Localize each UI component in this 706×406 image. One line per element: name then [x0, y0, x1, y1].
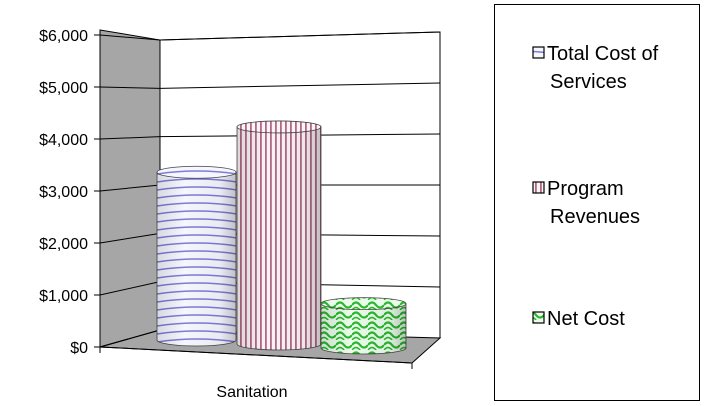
y-axis-ticks: [94, 34, 100, 348]
bar: [236, 120, 322, 351]
bar-top: [236, 120, 322, 134]
bar-series: [156, 120, 407, 355]
bar-shading: [321, 303, 406, 354]
y-tick-label: $4,000: [39, 132, 88, 149]
bar: [320, 297, 407, 355]
legend-swatch: [532, 46, 545, 59]
legend-label: Revenues: [550, 206, 640, 228]
y-axis-tick-labels: $0 $1,000 $2,000 $3,000 $4,000 $5,000 $6,000: [39, 28, 88, 357]
legend-swatch: [532, 181, 545, 194]
gridline-wall: [99, 232, 161, 244]
gridline-wall: [99, 136, 161, 140]
gridline-wall: [99, 281, 161, 296]
gridline-wall: [99, 329, 161, 348]
legend: Total Cost of Services Program Revenues Net …: [532, 43, 659, 330]
gridline: [159, 82, 441, 89]
gridline-wall: [99, 34, 161, 41]
legend-box: [494, 4, 700, 401]
y-tick-label: $5,000: [39, 80, 88, 97]
gridline-wall: [99, 184, 161, 192]
x-axis-line: [99, 346, 413, 364]
bar-top: [156, 165, 237, 179]
bar-shading: [237, 126, 321, 350]
legend-label: Program: [547, 178, 624, 200]
bar-shading: [157, 172, 236, 346]
gridline-wall: [99, 86, 161, 89]
legend-item: Net Cost: [532, 308, 625, 330]
legend-label: Net Cost: [547, 308, 625, 330]
legend-swatch: [532, 311, 545, 324]
category-label: Sanitation: [216, 384, 287, 401]
bar-top: [320, 297, 407, 311]
gridline: [159, 31, 441, 41]
legend-label: Services: [550, 71, 627, 93]
y-tick-label: $1,000: [39, 288, 88, 305]
y-tick-label: $3,000: [39, 184, 88, 201]
y-tick-label: $2,000: [39, 236, 88, 253]
legend-label: Total Cost of: [547, 43, 659, 65]
bar: [156, 165, 237, 347]
y-tick-label: $0: [70, 340, 88, 357]
legend-item: Program Revenues: [532, 178, 640, 228]
legend-item: Total Cost of Services: [532, 43, 659, 93]
y-tick-label: $6,000: [39, 28, 88, 45]
